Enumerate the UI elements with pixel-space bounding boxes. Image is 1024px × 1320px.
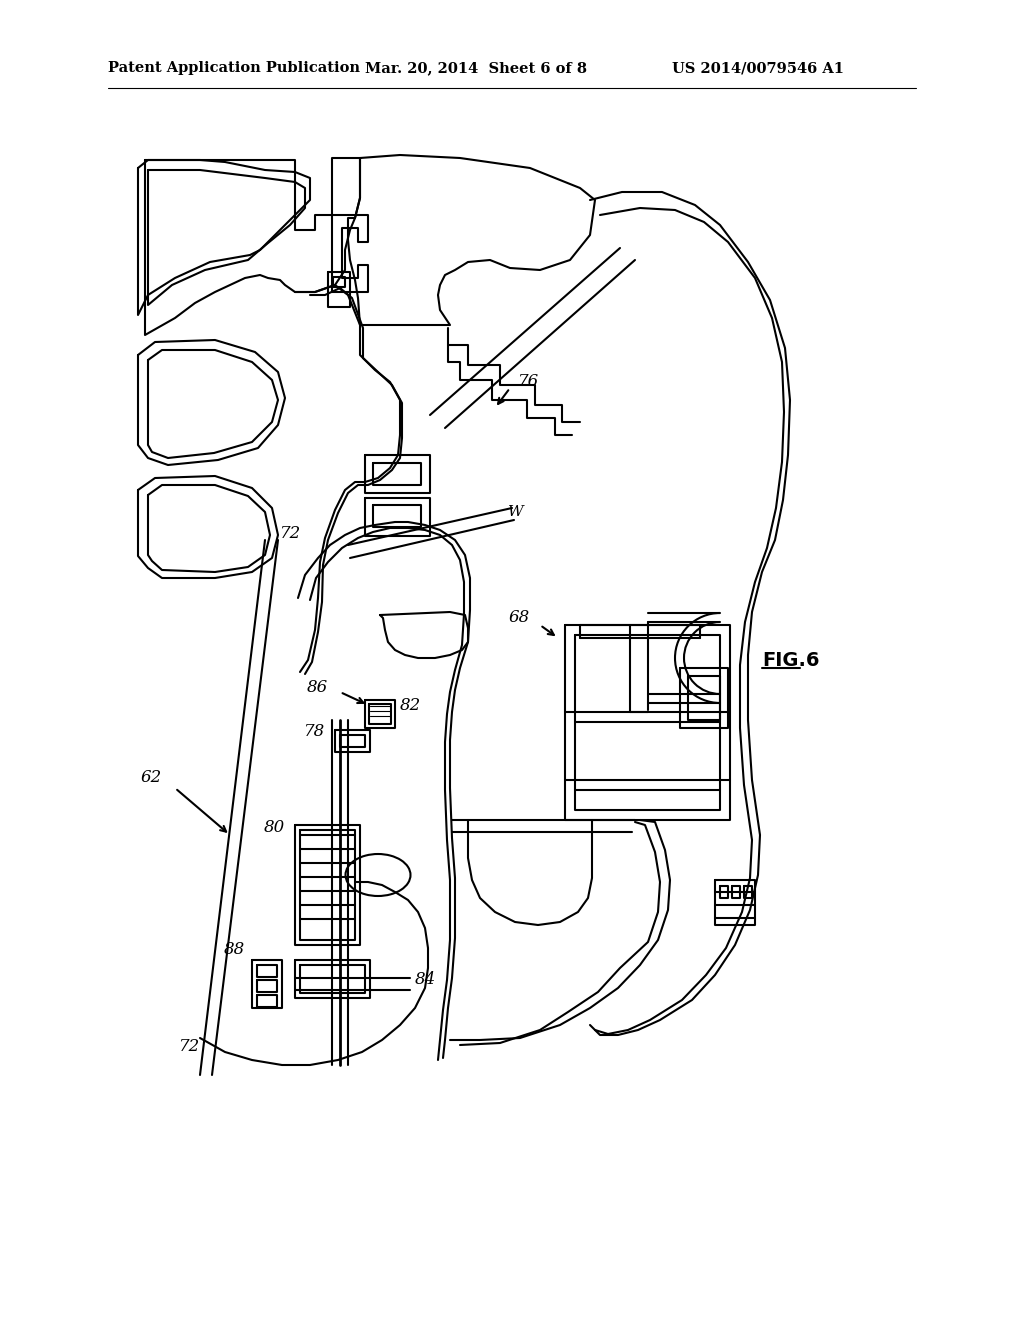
Text: W: W xyxy=(508,506,523,519)
Text: 86: 86 xyxy=(307,680,328,697)
Text: Mar. 20, 2014  Sheet 6 of 8: Mar. 20, 2014 Sheet 6 of 8 xyxy=(365,61,587,75)
Text: Patent Application Publication: Patent Application Publication xyxy=(108,61,360,75)
Text: US 2014/0079546 A1: US 2014/0079546 A1 xyxy=(672,61,844,75)
Text: 68: 68 xyxy=(509,610,530,627)
Text: 62: 62 xyxy=(140,770,162,787)
Text: 72: 72 xyxy=(179,1038,200,1055)
Text: 80: 80 xyxy=(264,820,285,837)
Text: 76: 76 xyxy=(518,374,540,391)
Text: 72: 72 xyxy=(280,525,301,543)
Text: 78: 78 xyxy=(304,723,325,741)
Text: 82: 82 xyxy=(400,697,421,714)
Text: 84: 84 xyxy=(415,972,436,989)
Text: FIG.6: FIG.6 xyxy=(762,651,819,669)
Text: 88: 88 xyxy=(224,941,245,958)
